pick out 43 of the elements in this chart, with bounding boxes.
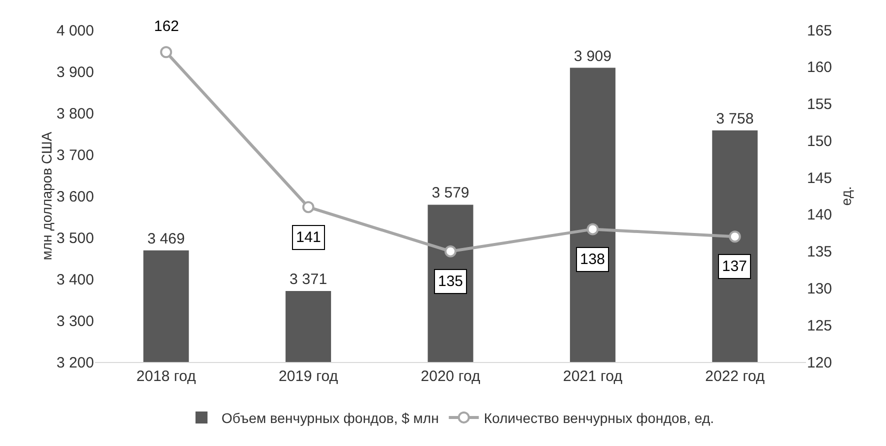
y-tick-label: 4 000 (56, 22, 94, 40)
y2-tick-label: 130 (807, 280, 832, 298)
y-tick-label: 3 500 (56, 230, 94, 247)
data-label: 3 469 (147, 230, 185, 248)
data-label: 162 (154, 18, 180, 35)
data-label: 137 (722, 258, 748, 275)
data-label: 3 758 (716, 110, 754, 128)
y2-tick-label: 150 (807, 132, 832, 150)
y-tick-label: 3 900 (56, 64, 94, 81)
y-tick-label: 3 400 (56, 271, 94, 288)
point (444, 245, 456, 258)
x-tick-label: 2022 год (705, 368, 765, 385)
x-tick-label: 2018 год (136, 368, 196, 385)
x-tick-label: 2020 год (420, 368, 480, 385)
point (302, 201, 314, 214)
data-label: 138 (580, 251, 606, 268)
y-tick-label: 3 600 (56, 188, 94, 206)
point (728, 230, 741, 243)
data-label: 135 (438, 273, 464, 290)
y2-tick-label: 155 (807, 96, 832, 114)
y2-tick-label: 140 (807, 206, 832, 224)
y2-tick-label: 135 (807, 244, 832, 261)
y2-tick-label: 145 (807, 170, 832, 187)
point (586, 223, 599, 236)
y-tick-label: 3 300 (56, 312, 94, 330)
y-tick-label: 3 700 (56, 146, 94, 164)
y-axis-title: млн долларов США (38, 131, 54, 260)
legend-label: Объем венчурных фондов, $ млн (222, 410, 439, 426)
y2-tick-label: 120 (807, 354, 832, 372)
y2-tick-label: 160 (807, 59, 832, 76)
x-tick-label: 2021 год (562, 368, 623, 385)
point (160, 46, 172, 58)
y2-axis-title: ед. (838, 186, 854, 206)
x-tick-label: 2019 год (278, 368, 338, 385)
y2-tick-label: 165 (807, 22, 832, 40)
data-label: 141 (296, 229, 322, 246)
legend-label: Количество венчурных фондов, ед. (484, 410, 714, 426)
y2-tick-label: 125 (807, 317, 832, 334)
data-label: 3 371 (290, 271, 328, 288)
y-tick-label: 3 800 (56, 105, 94, 122)
data-label: 3 579 (432, 184, 470, 202)
y-tick-label: 3 200 (56, 354, 94, 372)
data-label: 3 909 (574, 48, 612, 65)
